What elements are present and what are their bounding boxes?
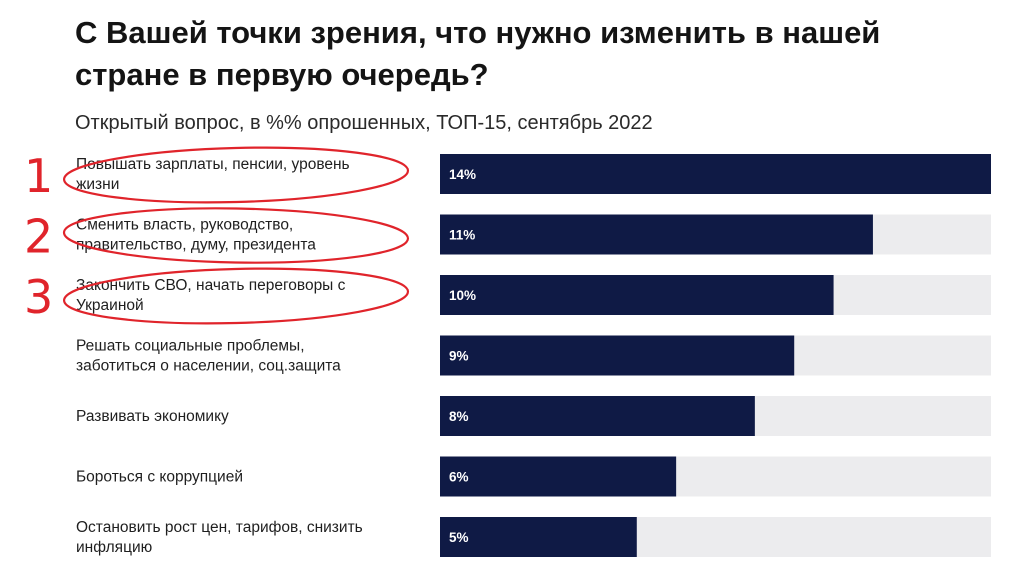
category-label: заботиться о населении, соц.защита: [76, 358, 341, 375]
category-label: Закончить СВО, начать переговоры с: [76, 277, 346, 294]
bar: [440, 214, 873, 255]
category-label: инфляцию: [76, 539, 152, 556]
bar: [440, 335, 795, 376]
category-label: Повышать зарплаты, пенсии, уровень: [76, 156, 350, 173]
annotation-circle: [62, 267, 410, 325]
bar-value-label: 8%: [449, 409, 469, 424]
category-label: Развивать экономику: [76, 408, 229, 425]
bar-value-label: 9%: [449, 349, 469, 364]
category-label: Сменить власть, руководство,: [76, 217, 293, 234]
chart-subtitle: Открытый вопрос, в %% опрошенных, ТОП-15…: [75, 112, 653, 134]
bar-value-label: 10%: [449, 288, 476, 303]
category-label: Остановить рост цен, тарифов, снизить: [76, 519, 363, 536]
bar: [440, 396, 755, 436]
category-label: правительство, думу, президента: [76, 237, 316, 254]
chart-title: С Вашей точки зрения, что нужно изменить…: [75, 15, 881, 92]
bar: [440, 154, 991, 194]
bar-value-label: 5%: [449, 530, 469, 545]
category-label: Решать социальные проблемы,: [76, 338, 305, 355]
annotation-circle: [62, 146, 410, 204]
bar: [440, 517, 637, 557]
bar-value-label: 11%: [449, 228, 475, 243]
bar: [440, 456, 677, 497]
bar-value-label: 6%: [449, 470, 469, 485]
category-label: Бороться с коррупцией: [76, 469, 243, 486]
annotation-number: 2: [24, 210, 53, 264]
annotation-number: 1: [24, 149, 53, 203]
bar-value-label: 14%: [449, 167, 476, 182]
bar: [440, 275, 834, 315]
category-label: Украиной: [76, 297, 144, 314]
category-label: жизни: [76, 176, 119, 193]
annotation-circle: [62, 207, 410, 264]
annotation-number: 3: [24, 270, 53, 324]
